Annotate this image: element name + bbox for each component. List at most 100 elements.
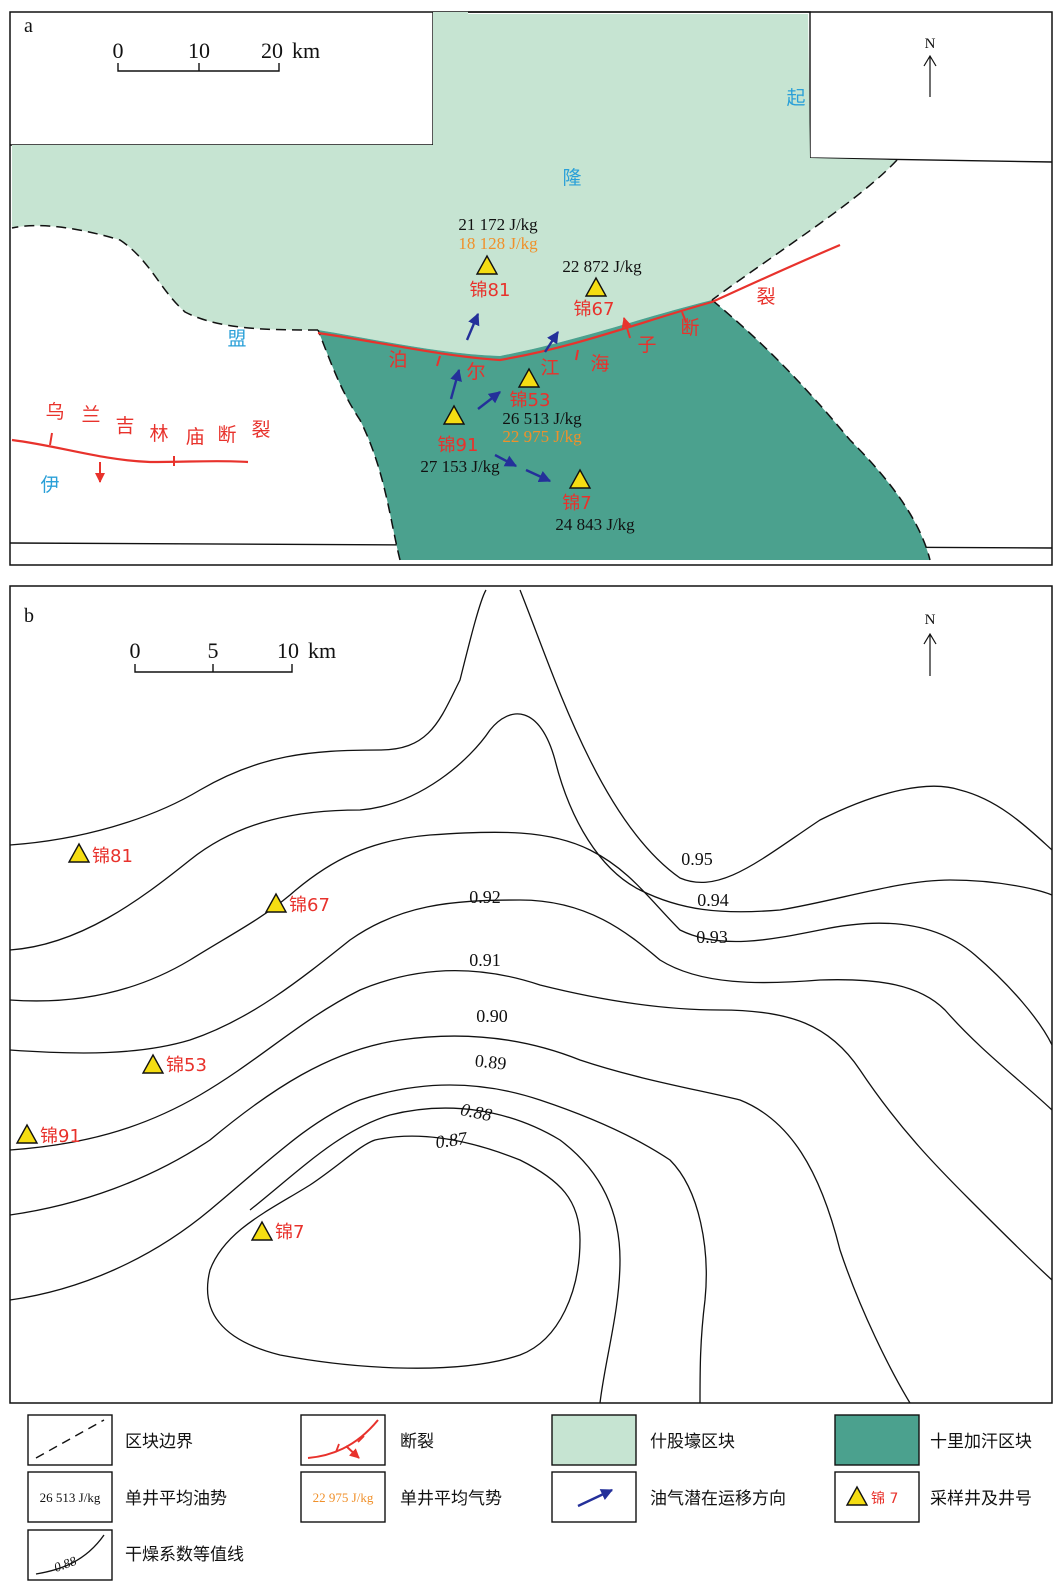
- contour-labels: 0.95 0.94 0.93 0.92 0.91 0.90 0.89 0.88 …: [434, 849, 729, 1152]
- contour-094: [9, 713, 1053, 951]
- contour-091: [9, 969, 1053, 1281]
- well-triangle-icon: [584, 276, 608, 297]
- region-qi: 起: [786, 87, 805, 109]
- well-jin81-oil: 21 172 J/kg: [458, 215, 538, 234]
- well-jin7[interactable]: 锦7 24 843 J/kg: [555, 468, 635, 534]
- well-b-jin7[interactable]: 锦7: [250, 1220, 304, 1243]
- legend-shilijiahan-swatch: [834, 1414, 920, 1466]
- region-long: 隆: [562, 167, 581, 189]
- well-jin91[interactable]: 锦91 27 153 J/kg: [420, 404, 500, 476]
- panel-b-label: b: [24, 605, 34, 627]
- legend-gas-label: 单井平均气势: [400, 1489, 502, 1509]
- fault-b-char-1: 泊: [388, 349, 407, 371]
- fault-a-char-3: 吉: [115, 415, 134, 437]
- well-b-jin67-name: 锦67: [289, 895, 330, 916]
- well-b-jin53[interactable]: 锦53: [141, 1053, 207, 1076]
- migration-arrow: [477, 391, 501, 410]
- legend-shilijiahan-label: 十里加汗区块: [930, 1432, 1032, 1452]
- well-b-jin67[interactable]: 锦67: [264, 892, 330, 916]
- bojianghaizi-fault-arrow: [621, 317, 632, 339]
- fault-a-char-7: 裂: [251, 419, 270, 441]
- well-triangle-icon: [250, 1220, 274, 1241]
- well-jin67-name: 锦67: [574, 299, 615, 320]
- well-triangle-icon: [141, 1053, 165, 1074]
- contour-088: [249, 1107, 621, 1404]
- legend-block-boundary-box: [27, 1414, 113, 1466]
- fault-arrow-icon: [345, 1445, 360, 1459]
- fault-a-char-2: 兰: [81, 404, 100, 426]
- contour-087: [206, 1135, 581, 1369]
- migration-arrow: [543, 330, 560, 353]
- legend-oil-sample: 26 513 J/kg: [40, 1490, 101, 1505]
- north-arrow-a-icon: [923, 54, 937, 97]
- legend-oil-box: [27, 1471, 113, 1523]
- panel-a-scale-bar: 0 10 20 km: [113, 38, 320, 72]
- legend-block-boundary-label: 区块边界: [125, 1432, 193, 1452]
- migration-arrow: [449, 368, 462, 400]
- panel-b: b 0 5 10 km N 0.95 0.9: [9, 585, 1053, 1404]
- legend-shiguhao-swatch: [551, 1414, 637, 1466]
- legend-gas-box: [300, 1471, 386, 1523]
- well-jin67[interactable]: 22 872 J/kg 锦67: [562, 257, 642, 320]
- bojianghaizi-fault-label: 泊 尔 江 海 子 断 裂: [388, 286, 775, 383]
- contour-line-icon: [35, 1534, 105, 1575]
- legend-well-sample: 锦 7: [871, 1490, 898, 1507]
- well-b-jin81-name: 锦81: [92, 846, 133, 867]
- contour-label-087: 0.87: [434, 1128, 469, 1152]
- legend-oil-label: 单井平均油势: [125, 1489, 227, 1509]
- well-jin91-name: 锦91: [438, 435, 479, 456]
- migration-arrow: [465, 312, 480, 341]
- scale-b-tick-5: 5: [208, 638, 219, 663]
- fault-b-char-4: 海: [590, 353, 609, 375]
- well-b-jin91[interactable]: 锦91: [15, 1123, 81, 1147]
- scale-b-tick-10: 10: [277, 638, 299, 663]
- well-jin7-oil: 24 843 J/kg: [555, 515, 635, 534]
- panel-b-scale-bar: 0 5 10 km: [130, 638, 336, 673]
- legend-gas-sample: 22 975 J/kg: [313, 1490, 374, 1505]
- well-jin81-name: 锦81: [470, 280, 511, 301]
- fault-line-icon: [307, 1419, 379, 1459]
- fault-b-char-7: 裂: [756, 286, 775, 308]
- north-a-label: N: [925, 36, 936, 52]
- bojianghaizi-fault: [317, 243, 841, 362]
- legend-contour-label: 干燥系数等值线: [125, 1545, 244, 1565]
- legend-fault-label: 断裂: [400, 1432, 434, 1452]
- shilijiahan-boundary: [317, 299, 931, 561]
- migration-arrows: [449, 312, 560, 483]
- contour-label-092: 0.92: [469, 887, 501, 907]
- well-b-jin81[interactable]: 锦81: [67, 842, 133, 867]
- legend-migration-box: [551, 1471, 637, 1523]
- dryness-contours: [9, 589, 1053, 1404]
- well-jin53-oil: 26 513 J/kg: [502, 409, 582, 428]
- contour-label-090: 0.90: [476, 1006, 508, 1026]
- legend-contour-sample: 0.88: [52, 1553, 79, 1575]
- fault-b-char-6: 断: [680, 317, 699, 339]
- well-triangle-icon: [475, 254, 499, 275]
- contour-label-095: 0.95: [681, 849, 713, 869]
- shiguhao-boundary: [11, 159, 898, 331]
- scale-a-tick-10: 10: [188, 38, 210, 63]
- region-yi: 伊: [40, 474, 59, 496]
- well-triangle-icon: [568, 468, 592, 489]
- bojianghaizi-fault-ticks: [436, 311, 687, 367]
- well-jin67-oil: 22 872 J/kg: [562, 257, 642, 276]
- well-triangle-icon: [67, 842, 91, 863]
- well-jin53[interactable]: 锦53 26 513 J/kg 22 975 J/kg: [502, 367, 582, 446]
- well-b-jin53-name: 锦53: [166, 1055, 207, 1076]
- fault-tick-icon: [335, 1435, 365, 1453]
- panel-a-label: a: [24, 15, 33, 37]
- well-b-jin91-name: 锦91: [40, 1126, 81, 1147]
- north-b-label: N: [925, 612, 936, 628]
- well-jin81[interactable]: 21 172 J/kg 18 128 J/kg 锦81: [458, 215, 538, 301]
- migration-arrow: [525, 468, 552, 483]
- wulanjilinmiao-fault: [11, 438, 249, 464]
- legend-migration-label: 油气潜在运移方向: [650, 1489, 786, 1509]
- legend: 区块边界 断裂 什股壕区块 十里加汗区块 26 513 J/kg 单井平均油势 …: [27, 1414, 1032, 1581]
- contour-092: [9, 899, 1053, 1111]
- well-b-jin7-name: 锦7: [275, 1222, 304, 1243]
- contour-label-094: 0.94: [697, 890, 729, 910]
- contour-093: [9, 831, 1053, 1046]
- fault-b-char-3: 江: [540, 357, 559, 379]
- fault-a-char-5: 庙: [185, 426, 204, 448]
